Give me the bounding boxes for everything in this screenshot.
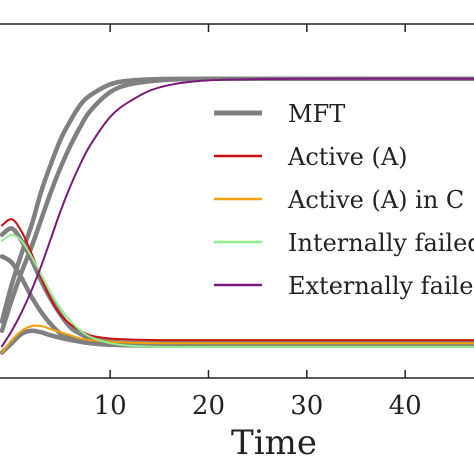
legend-label-0: MFT: [288, 100, 345, 128]
plot-frame: [0, 23, 474, 379]
series-line-mft-4: [0, 328, 474, 355]
x-axis-label: Time: [231, 423, 317, 463]
series-line-externally-failed-8: [0, 77, 474, 348]
x-ticks: 10 20 30 40: [94, 24, 422, 421]
series-line-active-a-in-c-6: [0, 324, 474, 354]
series-line-internally-failed-7: [0, 233, 474, 349]
legend-label-3: Internally failed: [288, 229, 474, 257]
x-tick-label-30: 30: [290, 391, 323, 421]
legend: MFT Active (A) Active (A) in C Internally f…: [214, 100, 474, 300]
x-tick-label-10: 10: [94, 391, 127, 421]
x-tick-label-40: 40: [389, 391, 422, 421]
legend-label-4: Externally failed: [288, 272, 474, 300]
legend-label-1: Active (A): [287, 143, 408, 171]
series-layer: [0, 76, 474, 355]
legend-label-2: Active (A) in C: [287, 186, 464, 214]
x-tick-label-20: 20: [192, 391, 225, 421]
